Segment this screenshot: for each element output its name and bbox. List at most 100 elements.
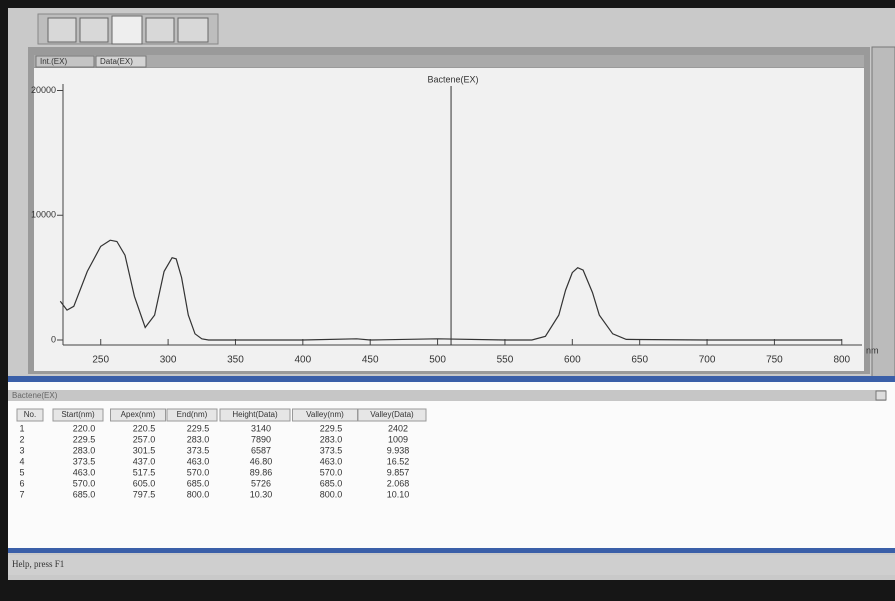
x-tick-label: 400 (294, 355, 311, 366)
tool-button[interactable] (145, 17, 175, 43)
x-tick-label: 650 (631, 355, 648, 366)
x-tick-label: 800 (833, 355, 850, 366)
table-cell: 3140 (251, 423, 271, 433)
table-cell: 46.80 (250, 456, 273, 466)
table-cell: 685.0 (73, 489, 96, 499)
splitter (8, 376, 895, 382)
x-axis-label: nm (866, 345, 879, 355)
column-header-label: No. (24, 410, 36, 419)
table-cell: 463.0 (187, 456, 210, 466)
table-cell: 570.0 (320, 467, 343, 477)
close-button[interactable] (875, 390, 887, 401)
plot-area (34, 68, 864, 371)
table-cell: 7 (19, 489, 24, 499)
column-header (16, 408, 44, 422)
table-cell: 229.5 (73, 434, 96, 444)
column-header (357, 408, 427, 422)
table-cell: 373.5 (320, 445, 343, 455)
x-tick-label: 550 (497, 355, 514, 366)
table-cell: 2 (19, 434, 24, 444)
column-header (52, 408, 104, 422)
column-header (219, 408, 291, 422)
table-cell: 6587 (251, 445, 271, 455)
side-panel (871, 46, 895, 378)
spectrum-line (59, 239, 842, 341)
table-cell: 89.86 (250, 467, 273, 477)
tab-label[interactable]: Data(EX) (100, 57, 133, 66)
table-cell: 283.0 (73, 445, 96, 455)
table-cell: 517.5 (133, 467, 156, 477)
y-tick-label: 20000 (31, 85, 56, 95)
table: No. Start(nm) Apex(nm) End(nm) Height(Data) V… (16, 408, 427, 499)
tab[interactable] (95, 55, 147, 68)
x-tick-label: 300 (160, 355, 177, 366)
x-tick-label: 350 (227, 355, 244, 366)
column-header-label: Height(Data) (232, 410, 278, 419)
table-cell: 6 (19, 478, 24, 488)
plot: Bactene(EX) 0 10000 20000 250 300 350 400 450 500… (31, 74, 879, 365)
table-cell: 373.5 (73, 456, 96, 466)
table-cell: 5726 (251, 478, 271, 488)
status-text: Help, press F1 (12, 559, 64, 569)
table-cell: 229.5 (187, 423, 210, 433)
table-cell: 7890 (251, 434, 271, 444)
table-cell: 4 (19, 456, 24, 466)
table-cell: 1009 (388, 434, 408, 444)
column-header-label: Start(nm) (61, 410, 95, 419)
tool-button[interactable] (111, 15, 143, 45)
tool-button[interactable] (177, 17, 209, 43)
toolbar-buttons (47, 15, 209, 45)
table-cell: 2.068 (387, 478, 410, 488)
table-cell: 5 (19, 467, 24, 477)
table-cell: 570.0 (187, 467, 210, 477)
column-header (166, 408, 218, 422)
y-tick-label: 0 (51, 334, 56, 344)
table-cell: 797.5 (133, 489, 156, 499)
table-cell: 3 (19, 445, 24, 455)
table-cell: 283.0 (187, 434, 210, 444)
table-cell: 16.52 (387, 456, 410, 466)
table-cell: 257.0 (133, 434, 156, 444)
table-cell: 1 (19, 423, 24, 433)
chart-title: Bactene(EX) (428, 74, 479, 84)
table-cell: 685.0 (187, 478, 210, 488)
table-cell: 800.0 (320, 489, 343, 499)
tab-bar (34, 55, 864, 67)
column-header-label: Valley(Data) (370, 410, 414, 419)
table-cell: 463.0 (73, 467, 96, 477)
table-cell: 220.5 (133, 423, 156, 433)
table-title: Bactene(EX) (12, 391, 58, 400)
table-cell: 9.857 (387, 467, 410, 477)
table-cell: 9.938 (387, 445, 410, 455)
x-tick-label: 600 (564, 355, 581, 366)
table-cell: 463.0 (320, 456, 343, 466)
table-cell: 373.5 (187, 445, 210, 455)
splitter (8, 548, 895, 553)
table-title-bar (8, 390, 886, 401)
table-cell: 229.5 (320, 423, 343, 433)
table-cell: 605.0 (133, 478, 156, 488)
tool-button[interactable] (79, 17, 109, 43)
tab[interactable] (35, 55, 95, 68)
table-cell: 283.0 (320, 434, 343, 444)
column-header-label: Apex(nm) (121, 410, 156, 419)
column-header-label: Valley(nm) (306, 410, 344, 419)
status-bar (8, 555, 895, 575)
x-tick-label: 750 (766, 355, 783, 366)
tool-button[interactable] (47, 17, 77, 43)
table-cell: 685.0 (320, 478, 343, 488)
table-cell: 301.5 (133, 445, 156, 455)
table-cell: 10.10 (387, 489, 410, 499)
column-header (110, 408, 166, 422)
table-cell: 10.30 (250, 489, 273, 499)
table-cell: 437.0 (133, 456, 156, 466)
x-tick-label: 500 (429, 355, 446, 366)
tab-label[interactable]: Int.(EX) (40, 57, 67, 66)
y-tick-label: 10000 (31, 210, 56, 220)
x-tick-label: 450 (362, 355, 379, 366)
column-header-label: End(nm) (177, 410, 208, 419)
x-tick-label: 250 (92, 355, 109, 366)
table-cell: 220.0 (73, 423, 96, 433)
